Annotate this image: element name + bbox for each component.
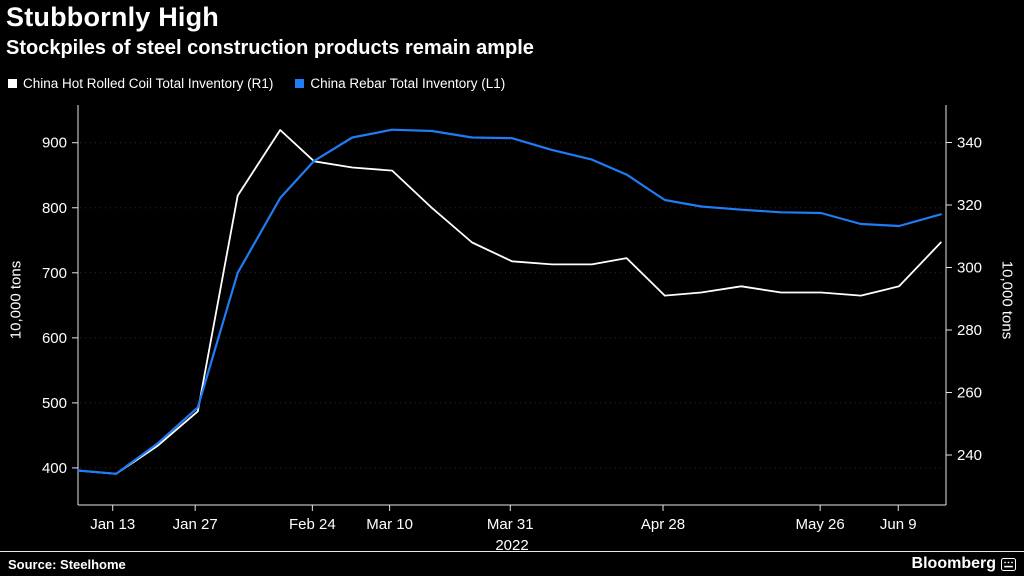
- right-axis-tick-label: 260: [957, 385, 982, 402]
- x-axis-tick-label: Jan 27: [173, 516, 218, 533]
- legend-swatch-hot-rolled-coil-icon: [8, 79, 17, 88]
- line-chart: 400 500 600 700 800 900 240 260 280 300 320 340 Jan …: [42, 105, 982, 550]
- left-axis-tick-label: 500: [42, 395, 67, 412]
- legend-swatch-rebar-icon: [295, 79, 305, 88]
- source-credit: Source: Steelhome: [8, 557, 126, 572]
- chart-title: Stubbornly High: [6, 2, 219, 32]
- x-axis-tick-label: Apr 28: [641, 516, 685, 533]
- legend-item-rebar: China Rebar Total Inventory (L1): [295, 76, 505, 91]
- right-axis-tick-label: 320: [957, 197, 982, 214]
- footer: Source: Steelhome Bloomberg: [0, 553, 1024, 575]
- bloomberg-wordmark: Bloomberg: [911, 555, 996, 572]
- source-label: Source:: [8, 556, 57, 572]
- bloomberg-brand: Bloomberg: [912, 555, 1016, 573]
- right-axis-tick-label: 340: [957, 135, 982, 152]
- right-axis-tick-label: 240: [957, 447, 982, 464]
- left-axis-tick-label: 900: [42, 135, 67, 152]
- footer-divider: [0, 551, 1024, 552]
- left-axis-tick-label: 600: [42, 330, 67, 347]
- legend: China Hot Rolled Coil Total Inventory (R…: [8, 76, 505, 91]
- x-axis-tick-label: Jun 9: [880, 516, 917, 533]
- series-line-hot-rolled-coil: [77, 129, 942, 475]
- bloomberg-terminal-icon: [1001, 557, 1016, 571]
- x-axis-tick-label: Feb 24: [289, 516, 336, 533]
- x-axis-tick-label: May 26: [796, 516, 845, 533]
- x-axis-tick-label: Jan 13: [90, 516, 135, 533]
- left-axis-tick-label: 700: [42, 265, 67, 282]
- legend-label-hot-rolled-coil: China Hot Rolled Coil Total Inventory (R…: [23, 76, 274, 91]
- right-axis-tick-label: 280: [957, 322, 982, 339]
- right-axis-tick-label: 300: [957, 260, 982, 277]
- x-axis-year-label: 2022: [495, 537, 528, 550]
- source-value: Steelhome: [60, 556, 126, 572]
- left-axis-tick-label: 400: [42, 460, 67, 477]
- legend-label-rebar: China Rebar Total Inventory (L1): [310, 76, 506, 91]
- series-line-rebar: [76, 128, 942, 475]
- legend-item-hot-rolled-coil: China Hot Rolled Coil Total Inventory (R…: [8, 76, 273, 91]
- chart-subtitle: Stockpiles of steel construction product…: [6, 37, 534, 59]
- x-axis-tick-label: Mar 10: [366, 516, 413, 533]
- left-axis-tick-label: 800: [42, 200, 67, 217]
- x-axis-tick-label: Mar 31: [487, 516, 534, 533]
